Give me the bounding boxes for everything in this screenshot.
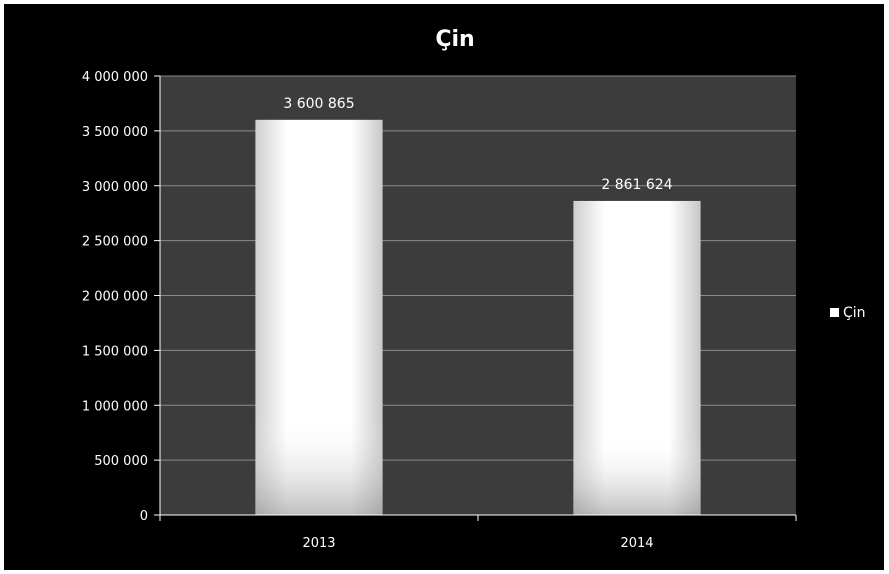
y-tick-label: 3 000 000 [82,180,148,195]
y-tick-label: 1 000 000 [82,399,148,414]
legend-label: Çin [843,305,866,321]
x-axis [159,76,797,521]
legend-swatch [830,308,839,317]
data-label: 3 600 865 [283,96,354,112]
y-tick-label: 500 000 [94,454,148,469]
y-tick-label: 4 000 000 [82,70,148,85]
chart-title: Çin [435,27,474,52]
bar-shade [255,119,383,516]
chart-svg: Çin 0 500 000 1 000 000 1 500 000 2 000 000 2… [82,27,866,551]
y-tick-label: 3 500 000 [82,125,148,140]
y-tick-label: 0 [140,509,148,524]
x-tick-label: 2014 [620,536,653,551]
y-tick-label: 2 000 000 [82,290,148,305]
data-label: 2 861 624 [601,177,672,193]
chart-frame: Çin 0 500 000 1 000 000 1 500 000 2 000 000 2… [4,4,884,570]
legend: Çin [830,305,866,321]
data-labels: 3 600 865 2 861 624 [283,96,672,193]
y-axis-tick-labels: 0 500 000 1 000 000 1 500 000 2 000 000 2 500… [82,70,160,524]
x-tick-label: 2013 [302,536,335,551]
y-tick-label: 2 500 000 [82,235,148,250]
bar-shade [573,200,701,515]
bars [255,119,701,516]
y-tick-label: 1 500 000 [82,344,148,359]
x-axis-tick-labels: 2013 2014 [302,536,653,551]
